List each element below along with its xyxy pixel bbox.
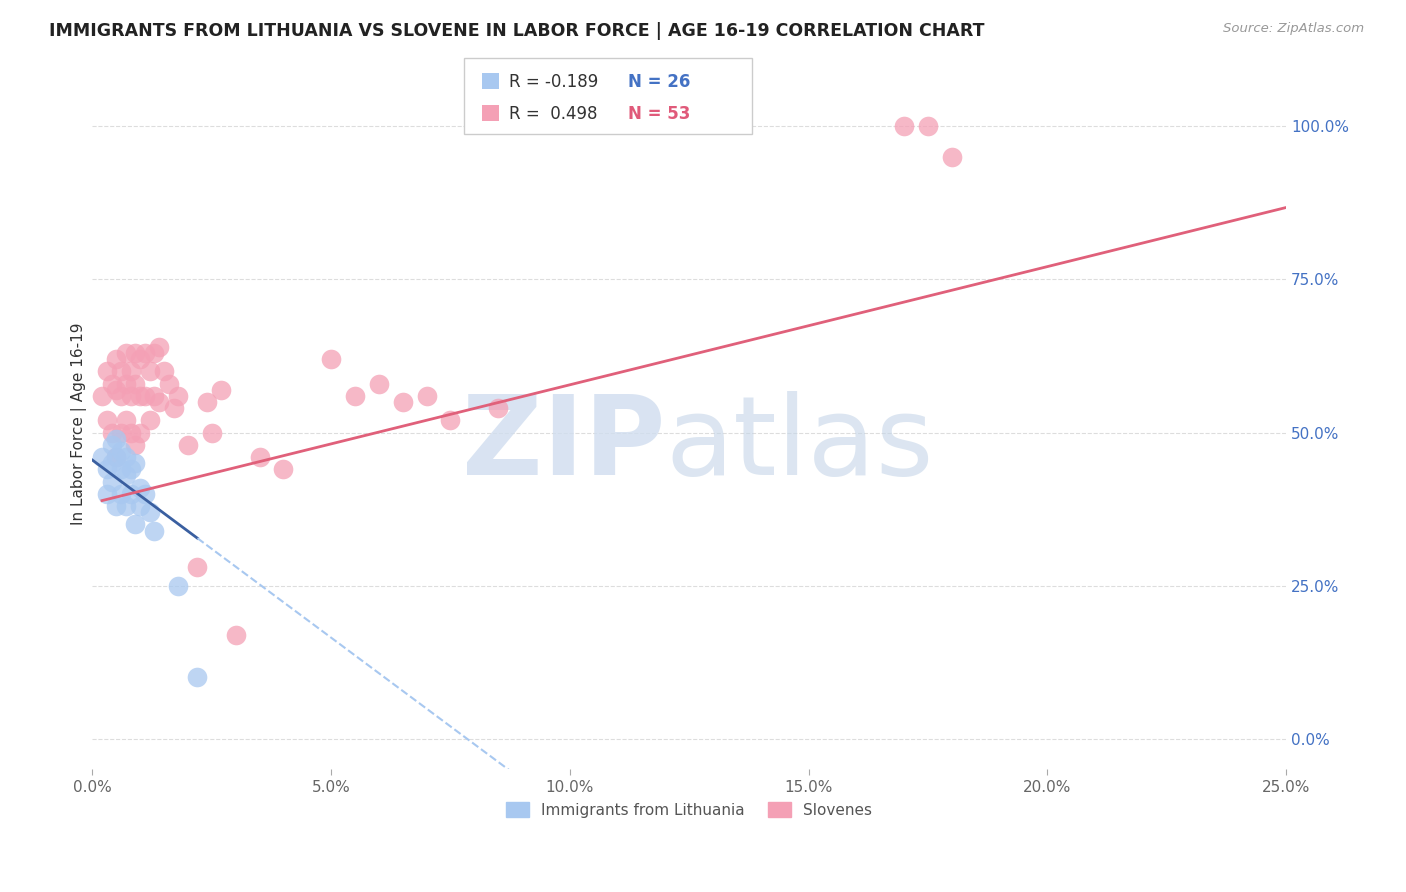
Point xyxy=(115,346,138,360)
Point xyxy=(124,456,146,470)
Point xyxy=(110,425,132,440)
Text: R =  0.498: R = 0.498 xyxy=(509,104,598,123)
Point xyxy=(96,487,118,501)
Point xyxy=(120,462,142,476)
Point xyxy=(157,376,180,391)
Point xyxy=(105,499,128,513)
Point xyxy=(201,425,224,440)
Point xyxy=(129,352,152,367)
Point xyxy=(105,432,128,446)
Text: N = 26: N = 26 xyxy=(628,73,690,91)
Point xyxy=(917,120,939,134)
Point xyxy=(249,450,271,464)
Point xyxy=(415,389,437,403)
Point xyxy=(105,450,128,464)
Point xyxy=(124,438,146,452)
Point xyxy=(343,389,366,403)
Point xyxy=(186,560,208,574)
Point xyxy=(129,481,152,495)
Point xyxy=(167,579,190,593)
Point xyxy=(124,376,146,391)
Point xyxy=(439,413,461,427)
Point xyxy=(96,462,118,476)
Text: Source: ZipAtlas.com: Source: ZipAtlas.com xyxy=(1223,22,1364,36)
Point xyxy=(110,462,132,476)
Point xyxy=(129,389,152,403)
Text: IMMIGRANTS FROM LITHUANIA VS SLOVENE IN LABOR FORCE | AGE 16-19 CORRELATION CHAR: IMMIGRANTS FROM LITHUANIA VS SLOVENE IN … xyxy=(49,22,984,40)
Point xyxy=(120,425,142,440)
Point xyxy=(143,346,166,360)
Point xyxy=(124,517,146,532)
Point xyxy=(120,487,142,501)
Point xyxy=(143,524,166,538)
Point xyxy=(153,364,176,378)
Point xyxy=(195,395,218,409)
Point xyxy=(96,413,118,427)
Point xyxy=(138,505,160,519)
Point xyxy=(134,487,156,501)
Point xyxy=(941,150,963,164)
Point xyxy=(100,425,122,440)
Point xyxy=(167,389,190,403)
Point xyxy=(367,376,389,391)
Point xyxy=(148,340,170,354)
Text: atlas: atlas xyxy=(665,391,934,498)
Text: R = -0.189: R = -0.189 xyxy=(509,73,598,91)
Text: ZIP: ZIP xyxy=(463,391,665,498)
Point xyxy=(100,456,122,470)
Point xyxy=(391,395,413,409)
Legend: Immigrants from Lithuania, Slovenes: Immigrants from Lithuania, Slovenes xyxy=(501,796,879,824)
Point xyxy=(129,499,152,513)
Point xyxy=(91,450,114,464)
Point xyxy=(148,395,170,409)
Point xyxy=(186,670,208,684)
Point xyxy=(129,425,152,440)
Point xyxy=(177,438,200,452)
Point xyxy=(100,475,122,489)
Point xyxy=(110,364,132,378)
Point xyxy=(105,352,128,367)
Point xyxy=(115,376,138,391)
Point xyxy=(115,468,138,483)
Point xyxy=(143,389,166,403)
Point xyxy=(134,346,156,360)
Point xyxy=(110,389,132,403)
Point xyxy=(110,487,132,501)
Point xyxy=(273,462,295,476)
Point xyxy=(486,401,509,415)
Point xyxy=(96,364,118,378)
Point xyxy=(893,120,915,134)
Point xyxy=(91,389,114,403)
Point xyxy=(138,364,160,378)
Point xyxy=(134,389,156,403)
Point xyxy=(100,438,122,452)
Y-axis label: In Labor Force | Age 16-19: In Labor Force | Age 16-19 xyxy=(72,322,87,524)
Point xyxy=(115,499,138,513)
Point xyxy=(110,444,132,458)
Point xyxy=(321,352,343,367)
Point xyxy=(120,389,142,403)
Point xyxy=(225,627,247,641)
Point xyxy=(115,413,138,427)
Point xyxy=(105,383,128,397)
Point xyxy=(115,450,138,464)
Point xyxy=(209,383,232,397)
Point xyxy=(138,413,160,427)
Point xyxy=(124,346,146,360)
Text: N = 53: N = 53 xyxy=(628,104,690,123)
Point xyxy=(162,401,184,415)
Point xyxy=(120,364,142,378)
Point xyxy=(105,450,128,464)
Point xyxy=(100,376,122,391)
